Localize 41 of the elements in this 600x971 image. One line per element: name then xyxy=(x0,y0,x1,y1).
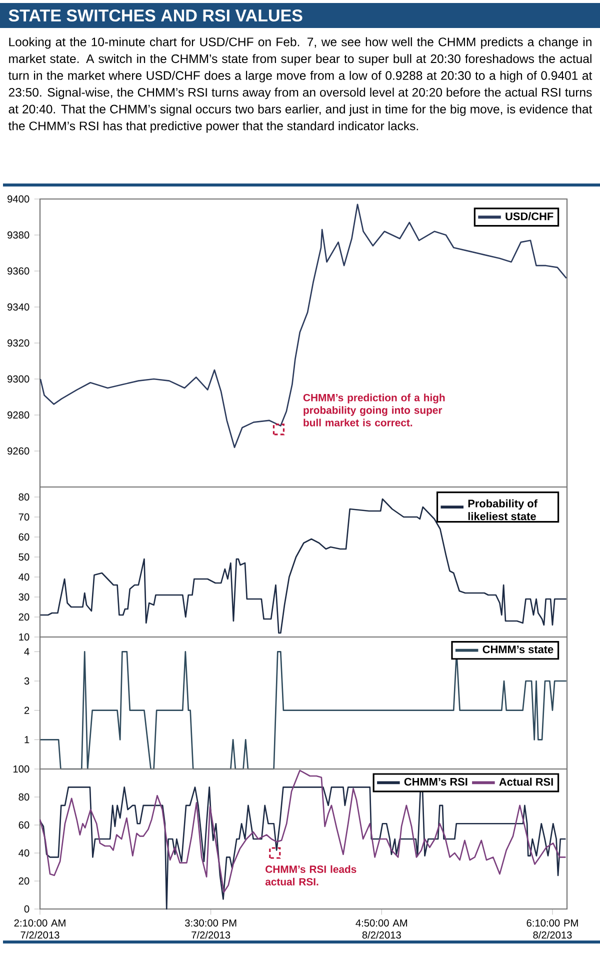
y-tick-label: 10 xyxy=(19,633,30,641)
y-tick-label: 60 xyxy=(18,533,30,541)
legend-label: Actual RSI xyxy=(499,778,553,786)
legend-label: USD/CHF xyxy=(506,212,554,220)
y-tick-label: 50 xyxy=(18,553,30,561)
annotation: CHMM’s prediction of a high probability going into super bull market is correct. xyxy=(303,394,445,426)
y-tick-label: 40 xyxy=(18,849,30,857)
y-tick-label: 9340 xyxy=(8,303,30,311)
y-tick-label: 100 xyxy=(13,765,30,773)
y-tick-label: 2 xyxy=(24,706,30,714)
y-tick-label: 9280 xyxy=(8,411,30,419)
y-tick-label: 9360 xyxy=(8,267,30,275)
x-tick-label: 6:10:00 PM 8/2/2013 xyxy=(526,919,578,939)
annotation: CHMM’s RSI leads actual RSI. xyxy=(265,865,356,886)
y-tick-label: 1 xyxy=(24,736,30,744)
y-tick-label: 20 xyxy=(18,613,30,621)
y-tick-label: 9400 xyxy=(8,195,30,203)
y-tick-label: 60 xyxy=(18,821,30,829)
y-tick-label: 9300 xyxy=(8,375,30,383)
y-tick-label: 9320 xyxy=(8,339,30,347)
y-tick-label: 4 xyxy=(24,648,30,656)
x-tick-label: 3:30:00 PM 7/2/2013 xyxy=(185,919,236,939)
y-tick-label: 9260 xyxy=(8,447,30,455)
y-tick-label: 9380 xyxy=(8,231,30,239)
chart-subtitle: Looking at the 10-minute chart for USD/CHF on Feb. 7, we see how well the CHMM predicts a change in market state. A switch in the CHMM’s state from super bear to super bull at 20:30 foreshadows the actual turn in the market where USD/CHF does a large move from a low of 0.9288 at 20:30 to a high of 0.9401 at 23:50. Signal-wise, the CHMM’s RSI turns away from an oversold level at 20:20 before the actual RSI turns at 20:40. That the CHMM’s signal occurs two bars earlier, and just in time for the big move, is evidence that the CHMM’s RSI has that predictive power that the standard indicator lacks. xyxy=(8,37,592,133)
line-series xyxy=(40,204,568,448)
legend-label: CHMM’s state xyxy=(482,646,554,654)
y-tick-label: 40 xyxy=(18,573,30,581)
y-tick-label: 20 xyxy=(18,877,30,885)
x-tick-label: 2:10:00 AM 7/2/2013 xyxy=(14,919,66,939)
y-tick-label: 3 xyxy=(24,677,30,685)
legend-label: Probability of likeliest state xyxy=(468,499,538,520)
y-tick-label: 30 xyxy=(18,593,30,601)
y-tick-label: 80 xyxy=(18,493,30,501)
line-series xyxy=(39,770,566,893)
y-tick-label: 70 xyxy=(18,513,30,521)
legend-label: CHMM’s RSI xyxy=(404,778,468,786)
y-tick-label: 0 xyxy=(24,905,30,913)
x-tick-label: 4:50:00 AM 8/2/2013 xyxy=(356,919,408,939)
chart-title: STATE SWITCHES AND RSI VALUES xyxy=(8,9,302,22)
y-tick-label: 80 xyxy=(18,793,30,801)
